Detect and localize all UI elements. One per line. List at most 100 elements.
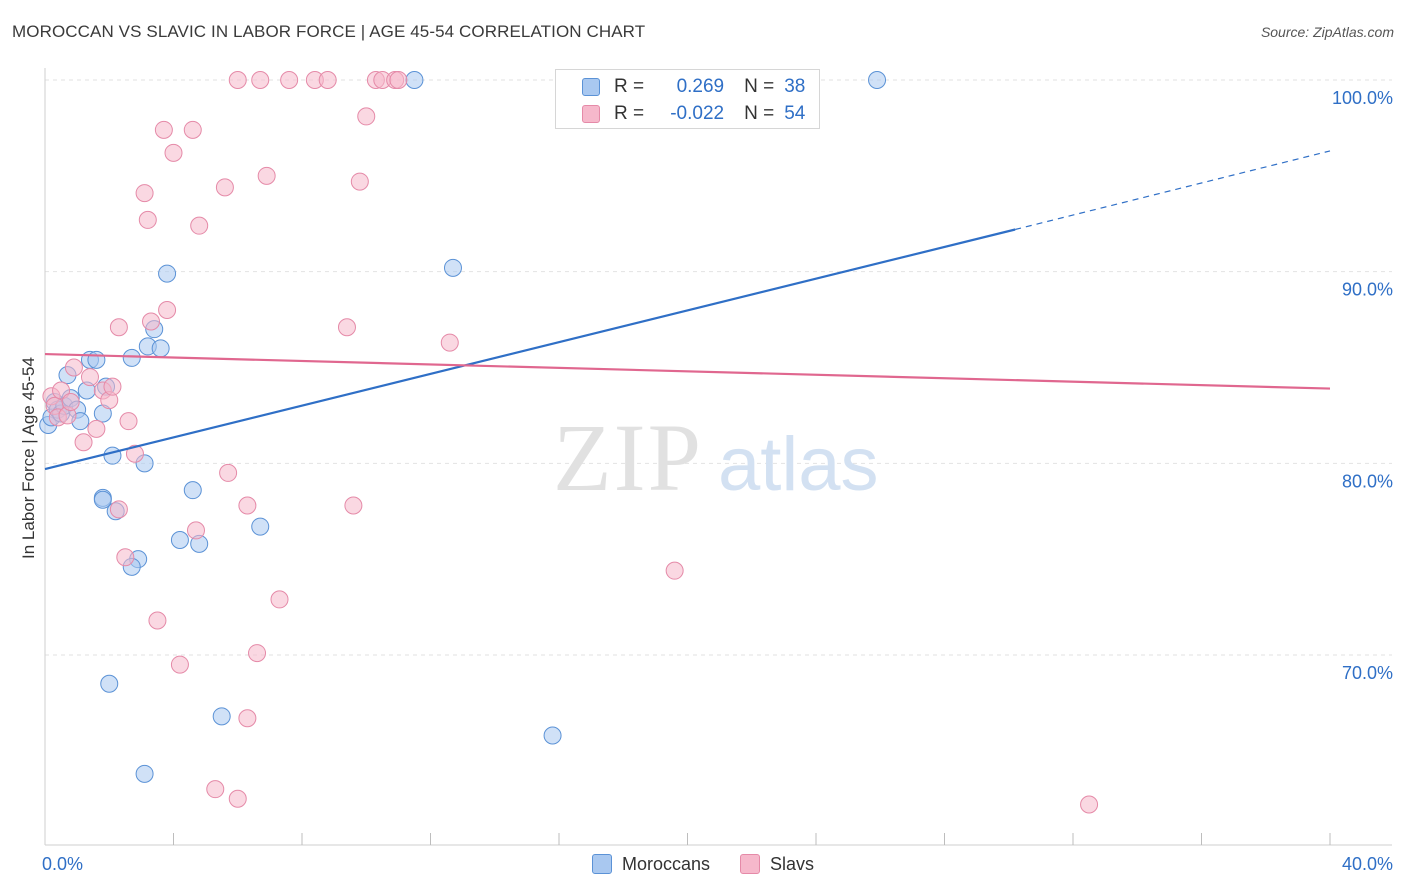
data-point-slavs [206, 780, 225, 799]
data-point-slavs [119, 412, 138, 431]
data-point-slavs [183, 120, 202, 139]
watermark: ZIP atlas [553, 404, 879, 511]
y-tick-label: 80.0% [1342, 471, 1393, 491]
data-point-moroccans [93, 490, 112, 509]
legend-n-value: 54 [784, 103, 806, 124]
data-point-slavs [52, 381, 71, 400]
data-point-moroccans [151, 339, 170, 358]
data-point-slavs [337, 318, 356, 337]
legend-n-value: 38 [784, 76, 806, 97]
data-point-slavs [164, 143, 183, 162]
legend-n-key: N = [744, 103, 775, 124]
data-point-moroccans [103, 446, 122, 465]
data-point-slavs [1080, 795, 1099, 814]
data-point-moroccans [87, 350, 106, 369]
data-point-slavs [158, 301, 177, 319]
data-point-slavs [154, 120, 173, 139]
legend-r-value: -0.022 [670, 103, 725, 124]
data-point-moroccans [158, 264, 177, 283]
y-tick-label: 90.0% [1342, 280, 1393, 300]
data-point-moroccans [122, 348, 141, 367]
trend-extension-moroccans [1015, 150, 1331, 231]
data-point-slavs [103, 377, 122, 396]
data-point-moroccans [135, 764, 154, 783]
legend-r-key: R = [614, 76, 645, 97]
data-point-moroccans [868, 71, 887, 89]
data-point-slavs [257, 166, 276, 185]
grid-lines [45, 79, 1392, 656]
x-tick-label: 0.0% [42, 854, 83, 874]
trend-lines [44, 150, 1331, 471]
data-point-moroccans [183, 481, 202, 500]
source-credit: Source: ZipAtlas.com [1260, 24, 1394, 40]
data-point-slavs [186, 521, 205, 540]
data-point-slavs [74, 433, 93, 452]
legend-label-slavs: Slavs [770, 853, 815, 874]
data-point-slavs [64, 358, 83, 377]
legend-row-slavs: R = -0.022 N = 54 [582, 101, 805, 127]
legend-item-slavs[interactable]: Slavs [740, 854, 814, 875]
stats-legend: R = 0.269 N = 38 R = -0.022 N = 54 [555, 69, 820, 129]
data-point-slavs [170, 655, 189, 674]
x-ticks [173, 833, 1331, 845]
data-point-slavs [80, 368, 99, 387]
watermark-atlas: atlas [718, 422, 879, 507]
data-point-slavs [109, 318, 128, 337]
x-tick-label: 40.0% [1342, 854, 1393, 874]
legend-label-moroccans: Moroccans [621, 853, 710, 874]
data-point-slavs [350, 172, 369, 191]
data-point-slavs [109, 500, 128, 519]
data-point-slavs [215, 178, 234, 197]
data-point-slavs [238, 496, 257, 515]
data-point-slavs [138, 210, 157, 229]
legend-n-key: N = [744, 76, 775, 97]
series-legend: Moroccans Slavs [0, 852, 1406, 876]
data-point-slavs [280, 71, 299, 89]
legend-swatch-moroccans [591, 854, 612, 874]
data-point-slavs [238, 709, 257, 728]
legend-swatch-slavs [582, 105, 600, 123]
data-point-slavs [125, 444, 144, 463]
data-point-slavs [148, 611, 167, 630]
data-point-moroccans [100, 674, 119, 693]
data-point-slavs [228, 789, 247, 808]
series-slavs [42, 71, 1099, 814]
axes [44, 68, 1392, 846]
data-point-moroccans [443, 258, 462, 277]
y-tick-label: 100.0% [1332, 88, 1393, 108]
data-point-slavs [142, 312, 161, 331]
y-tick-label: 70.0% [1342, 663, 1393, 683]
data-point-slavs [389, 71, 408, 89]
data-point-slavs [270, 590, 289, 609]
legend-item-moroccans[interactable]: Moroccans [591, 853, 710, 875]
trend-line-slavs [44, 352, 1331, 390]
data-point-slavs [665, 561, 684, 580]
data-point-moroccans [251, 517, 270, 536]
data-point-slavs [248, 644, 267, 663]
data-point-slavs [440, 333, 459, 352]
data-point-slavs [61, 393, 80, 411]
data-point-slavs [116, 548, 135, 567]
data-point-slavs [228, 71, 247, 89]
data-point-moroccans [543, 726, 562, 745]
data-point-moroccans [212, 707, 231, 726]
data-point-slavs [318, 71, 337, 89]
legend-r-value: 0.269 [676, 76, 725, 97]
watermark-zip: ZIP [553, 404, 703, 511]
legend-row-moroccans: R = 0.269 N = 38 [582, 74, 805, 100]
legend-r-key: R = [614, 103, 645, 124]
data-point-moroccans [405, 71, 424, 89]
data-point-slavs [251, 71, 270, 89]
y-tick-labels: 100.0% 90.0% 80.0% 70.0% [1332, 88, 1393, 683]
legend-swatch-moroccans [582, 78, 600, 96]
data-point-slavs [344, 496, 363, 515]
data-point-slavs [190, 216, 209, 235]
data-point-slavs [219, 463, 238, 482]
data-point-slavs [135, 184, 154, 203]
data-point-moroccans [170, 531, 189, 549]
chart-title: MOROCCAN VS SLAVIC IN LABOR FORCE | AGE … [12, 22, 646, 41]
y-axis-label: In Labor Force | Age 45-54 [19, 357, 38, 559]
data-point-slavs [357, 107, 376, 126]
trend-line-moroccans [44, 228, 1016, 471]
